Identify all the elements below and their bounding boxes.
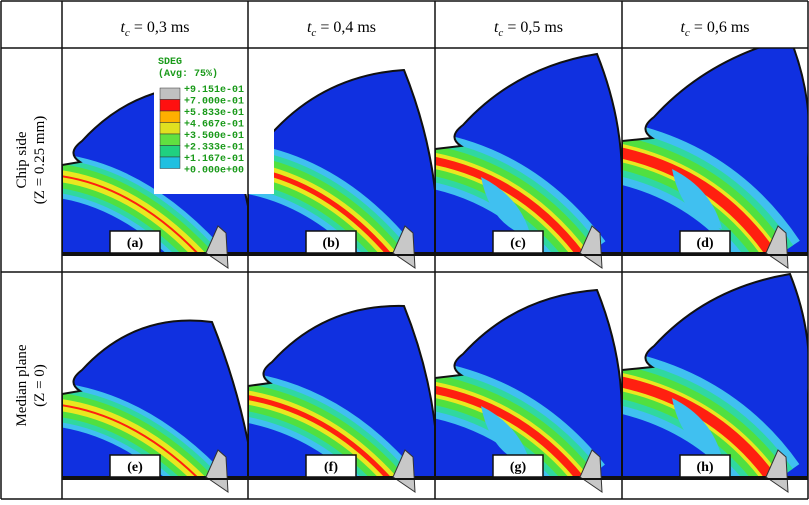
column-header: tc = 0,3 ms [120,19,189,39]
panel: (e) [52,321,248,492]
row-header: Median plane(Z = 0) [14,344,48,426]
legend-label: +7.000e-01 [184,97,244,108]
panel-label: (c) [510,236,526,251]
row-header: Chip side(Z = 0.25 mm) [14,116,48,204]
panel-label: (f) [324,460,338,475]
panel-label: (g) [510,460,527,475]
column-header: tc = 0,6 ms [680,19,749,39]
panel-label: (e) [127,460,143,475]
legend: SDEG(Avg: 75%) +9.151e-01+7.000e-01+5.833… [154,52,274,194]
legend-label: +9.151e-01 [184,85,244,96]
row-sublabel: (Z = 0) [32,364,48,407]
legend-swatch [160,123,180,135]
header-text: = 0,3 ms [130,19,190,36]
legend-label: +3.500e-01 [184,131,244,142]
panel-label: (h) [696,460,713,475]
legend-title: SDEG [158,57,182,68]
legend-swatch [160,100,180,112]
panel: (g) [425,290,622,492]
column-header: tc = 0,4 ms [307,19,376,39]
header-text: = 0,5 ms [503,19,563,36]
legend-label: +5.833e-01 [184,108,244,119]
legend-label: +1.167e-01 [184,154,244,165]
panel: (d) [612,38,809,268]
figure: (a) (b) (c) (d) (e) (f) (g) (h) SDEG(Avg: 75%) +9… [0,0,809,500]
panel-label: (b) [322,236,339,251]
legend-label: +0.000e+00 [184,166,244,177]
legend-swatch [160,157,180,169]
panel: (h) [612,274,809,492]
row-label: Chip side [14,131,30,188]
panel-label: (a) [127,236,144,251]
legend-label: +2.333e-01 [184,143,244,154]
panel: (c) [425,54,622,268]
legend-swatch [160,111,180,123]
legend-label: +4.667e-01 [184,120,244,131]
column-header: tc = 0,5 ms [494,19,563,39]
header-text: = 0,6 ms [690,19,750,36]
legend-subtitle: (Avg: 75%) [158,68,218,80]
page: {"table":{ "columns":[ {"symbol":"t","su… [0,0,809,500]
row-label: Median plane [14,344,30,426]
legend-swatch [160,134,180,146]
panel: (f) [238,306,435,492]
panel-label: (d) [696,236,713,251]
legend-swatch [160,146,180,158]
legend-swatch [160,88,180,100]
header-text: = 0,4 ms [316,19,376,36]
row-sublabel: (Z = 0.25 mm) [32,116,48,204]
